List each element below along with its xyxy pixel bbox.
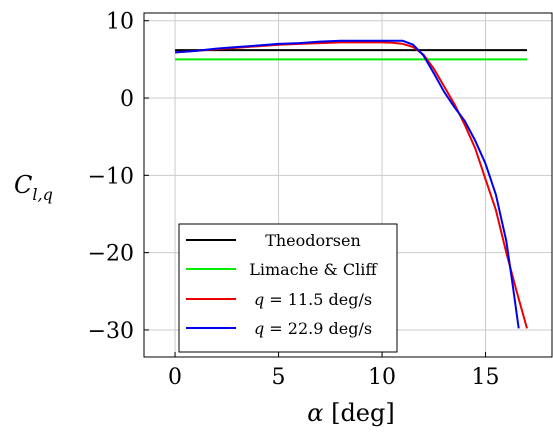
y-tick-label: 0 <box>120 87 134 112</box>
x-tick-label: 0 <box>168 365 182 390</box>
y-axis-label: Cl,q <box>14 171 53 204</box>
legend-label-q-11-5: q = 11.5 deg/s <box>254 290 372 309</box>
series-layer <box>175 39 528 329</box>
legend-box <box>178 223 398 353</box>
x-axis-label-unit: [deg] <box>323 399 394 427</box>
y-axis-label-subscript: l,q <box>32 185 52 204</box>
y-tick-label: −10 <box>88 164 134 189</box>
x-tick-label: 15 <box>472 365 500 390</box>
plot-frame <box>143 12 553 358</box>
y-tick-label: −30 <box>88 319 134 344</box>
x-tick-label: 5 <box>272 365 286 390</box>
ticks: 0 5 10 15 10 0 −10 −20 −30 <box>88 10 500 390</box>
legend-label-q-22-9: q = 22.9 deg/s <box>254 319 372 338</box>
legend: Theodorsen Limache & Cliff q = 11.5 deg/… <box>178 223 398 353</box>
y-axis-label-symbol: C <box>14 171 32 199</box>
y-tick-label: −20 <box>88 242 134 267</box>
series-line-4 <box>175 39 520 329</box>
legend-label-limache-cliff: Limache & Cliff <box>249 260 378 279</box>
x-tick-label: 10 <box>368 365 396 390</box>
y-tick-label: 10 <box>106 10 134 35</box>
legend-label-theodorsen: Theodorsen <box>265 231 361 250</box>
x-axis-label-symbol: α <box>307 399 323 427</box>
x-axis-label: α [deg] <box>307 399 395 427</box>
